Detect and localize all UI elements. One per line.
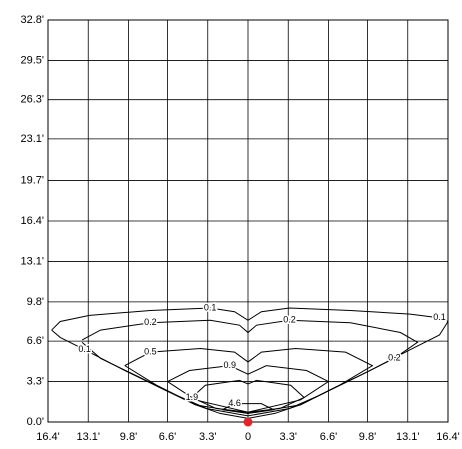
contour-line: [124, 347, 374, 414]
contour-line: [81, 319, 419, 417]
contour-label: 4.6: [228, 398, 241, 408]
y-tick-label: 6.6': [27, 335, 44, 347]
contour-label: 0.1: [433, 312, 446, 322]
contour-line: [222, 403, 276, 414]
x-tick-label: 16.4': [36, 431, 60, 443]
contour-label: 0.1: [78, 344, 91, 354]
x-tick-label: 3.3': [280, 431, 297, 443]
contour-line: [167, 365, 330, 413]
light-source: [243, 417, 253, 427]
y-tick-label: 3.3': [27, 375, 44, 387]
x-tick-label: 16.4': [436, 431, 460, 443]
x-tick-label: 6.6': [159, 431, 176, 443]
contour-line: [191, 379, 305, 413]
y-tick-label: 23.1': [20, 133, 44, 145]
x-tick-label: 0: [245, 431, 251, 443]
x-tick-label: 9.8': [359, 431, 376, 443]
contour-label: 0.1: [204, 302, 217, 312]
x-tick-label: 6.6': [320, 431, 337, 443]
y-tick-label: 0.0': [27, 416, 44, 428]
x-tick-label: 9.8': [120, 431, 137, 443]
contour-label: 0.9: [223, 360, 236, 370]
y-tick-label: 32.8': [20, 14, 44, 26]
y-tick-label: 26.3': [20, 94, 44, 106]
y-tick-label: 13.1': [20, 255, 44, 267]
y-tick-label: 29.5': [20, 54, 44, 66]
y-tick-label: 9.8': [27, 296, 44, 308]
y-tick-label: 16.4': [20, 215, 44, 227]
contour-label: 0.5: [144, 347, 157, 357]
contour-label: 0.2: [144, 317, 157, 327]
contour-label: 1.9: [186, 392, 199, 402]
y-tick-label: 19.7': [20, 174, 44, 186]
contour-label: 0.2: [283, 315, 296, 325]
contour-label: 0.2: [388, 353, 401, 363]
x-tick-label: 13.1': [76, 431, 100, 443]
x-tick-label: 13.1': [396, 431, 420, 443]
x-tick-label: 3.3': [199, 431, 216, 443]
